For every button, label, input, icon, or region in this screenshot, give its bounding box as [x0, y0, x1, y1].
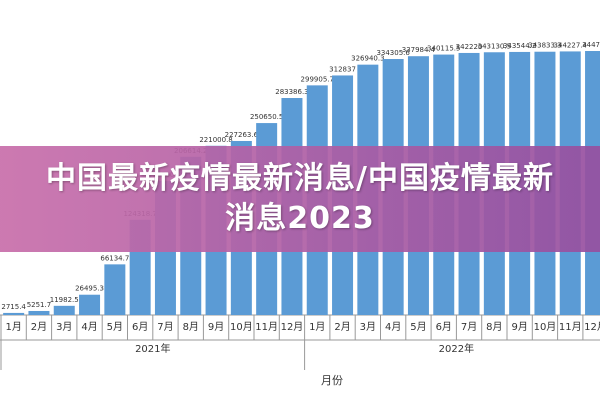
data-label: 343833.3	[528, 42, 561, 50]
x-axis-title: 月份	[321, 374, 343, 387]
data-label: 26495.3	[75, 285, 104, 293]
x-tick-label: 12月	[281, 321, 304, 333]
data-label: 326940.3	[351, 55, 384, 63]
x-tick-label: 11月	[559, 321, 582, 333]
data-label: 342220	[456, 43, 483, 51]
data-label: 283386.3	[275, 88, 308, 96]
banner-title: 中国最新疫情最新消息/中国疫情最新消息2023	[46, 161, 554, 236]
x-tick-label: 5月	[410, 321, 426, 333]
data-label: 2715.4	[1, 303, 26, 311]
data-label: 227263.6	[225, 131, 259, 139]
data-label: 337984.4	[402, 46, 436, 54]
data-label: 312837	[329, 65, 356, 73]
data-label: 299905.7	[301, 75, 334, 83]
x-tick-label: 5月	[107, 321, 123, 333]
data-label: 344760	[582, 41, 600, 49]
x-tick-label: 7月	[157, 321, 173, 333]
x-tick-label: 8月	[183, 321, 199, 333]
x-tick-label: 7月	[461, 321, 477, 333]
x-tick-label: 2月	[31, 321, 47, 333]
data-label: 343544.2	[503, 42, 536, 50]
data-label: 11982.5	[50, 296, 79, 304]
x-tick-label: 9月	[511, 321, 527, 333]
group-label: 2022年	[439, 342, 474, 355]
x-tick-label: 10月	[534, 321, 557, 333]
banner: 中国最新疫情最新消息/中国疫情最新消息2023	[0, 146, 600, 252]
data-label: 66134.7	[100, 254, 129, 262]
x-tick-label: 2月	[334, 321, 350, 333]
x-tick-label: 12月	[584, 321, 600, 333]
bar	[28, 310, 50, 315]
data-label: 250650.5	[250, 113, 283, 121]
x-tick-label: 3月	[360, 321, 376, 333]
data-label: 343130.5	[478, 42, 511, 50]
group-label: 2021年	[135, 342, 170, 355]
bar	[3, 312, 25, 315]
data-label: 344227.4	[554, 41, 588, 49]
data-label: 334305.6	[376, 49, 410, 57]
data-label: 5251.7	[27, 301, 52, 309]
x-tick-label: 1月	[309, 321, 325, 333]
data-label: 221000.8	[199, 136, 232, 144]
x-tick-label: 6月	[436, 321, 452, 333]
x-tick-label: 11月	[255, 321, 278, 333]
x-tick-label: 10月	[230, 321, 253, 333]
bar	[79, 294, 101, 315]
x-tick-label: 6月	[132, 321, 148, 333]
x-tick-label: 3月	[56, 321, 72, 333]
x-tick-label: 9月	[208, 321, 224, 333]
x-tick-label: 1月	[5, 321, 21, 333]
x-tick-label: 4月	[81, 321, 97, 333]
x-tick-label: 8月	[486, 321, 502, 333]
x-tick-label: 4月	[385, 321, 401, 333]
bar	[53, 305, 75, 315]
data-label: 340115.5	[427, 45, 460, 53]
bar	[104, 264, 126, 315]
